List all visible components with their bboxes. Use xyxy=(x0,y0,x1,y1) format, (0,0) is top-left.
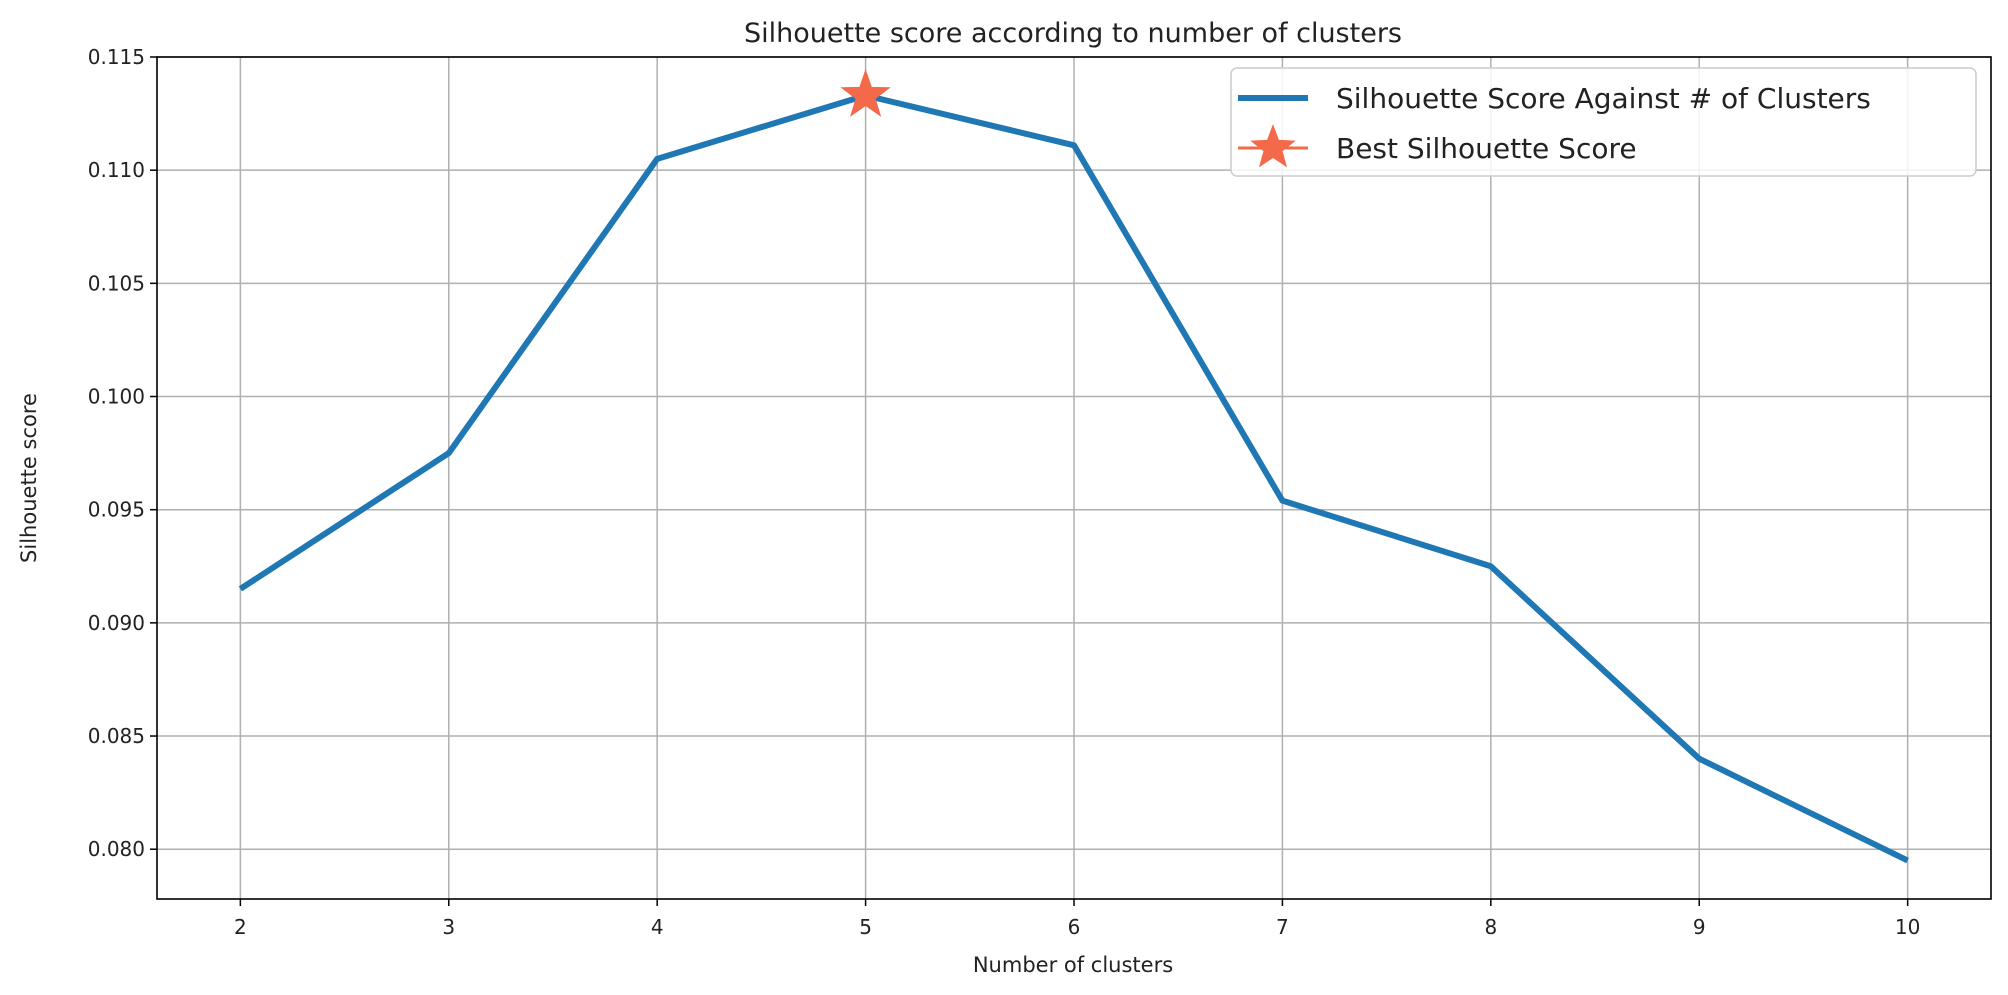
x-tick-label: 9 xyxy=(1693,915,1706,939)
x-tick-label: 5 xyxy=(859,915,872,939)
best-score-star-marker xyxy=(840,68,891,117)
chart-title: Silhouette score according to number of … xyxy=(744,18,1402,49)
ticks: 2 3 4 5 6 7 8 9 10 0.080 0.085 0.090 0.095 0.100 0.105… xyxy=(88,45,1921,939)
y-tick-label: 0.100 xyxy=(88,385,145,409)
y-tick-label: 0.080 xyxy=(88,837,145,861)
legend-label-line-series: Silhouette Score Against # of Clusters xyxy=(1336,82,1871,115)
x-axis-label: Number of clusters xyxy=(973,953,1173,977)
series-line-silhouette-score xyxy=(238,92,1909,864)
y-tick-label: 0.115 xyxy=(88,45,145,69)
x-tick-label: 3 xyxy=(442,915,455,939)
y-tick-label: 0.110 xyxy=(88,158,145,182)
x-tick-label: 6 xyxy=(1068,915,1081,939)
y-tick-label: 0.085 xyxy=(88,724,145,748)
legend-label-best-score: Best Silhouette Score xyxy=(1336,132,1637,165)
legend-star-icon xyxy=(1250,124,1296,168)
x-tick-label: 4 xyxy=(651,915,664,939)
grid xyxy=(157,56,1991,899)
y-tick-label: 0.105 xyxy=(88,271,145,295)
x-tick-label: 10 xyxy=(1895,915,1920,939)
x-tick-label: 8 xyxy=(1484,915,1497,939)
legend-box xyxy=(1230,67,1977,177)
x-tick-label: 2 xyxy=(234,915,247,939)
series-layer xyxy=(238,68,1909,864)
legend: Silhouette Score Against # of Clusters B… xyxy=(1230,67,1977,177)
y-tick-label: 0.095 xyxy=(88,498,145,522)
y-axis-label: Silhouette score xyxy=(17,393,41,563)
x-tick-label: 7 xyxy=(1276,915,1289,939)
y-tick-label: 0.090 xyxy=(88,611,145,635)
